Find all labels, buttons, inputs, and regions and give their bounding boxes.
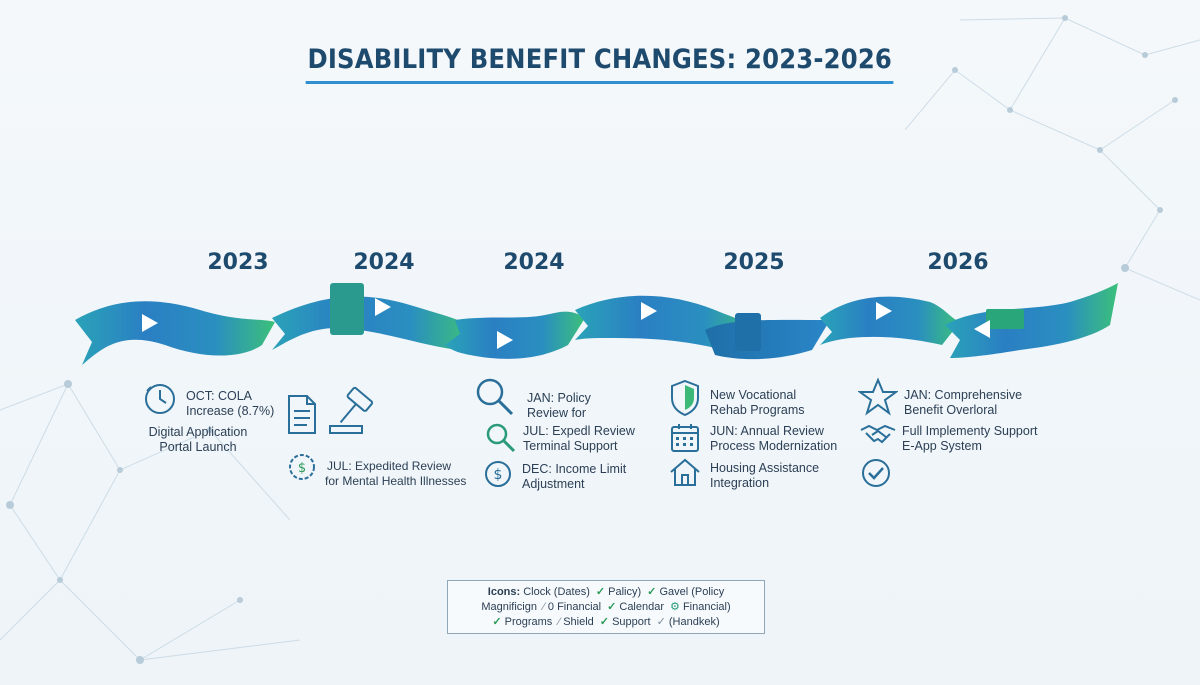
ribbon-segment-1 — [75, 301, 275, 365]
ribbon-segment-6 — [820, 296, 960, 345]
house-icon — [670, 458, 700, 486]
legend-title: Icons: — [487, 586, 521, 598]
magnifier-small-icon — [486, 423, 516, 453]
legend-check-icon: ✓ — [607, 601, 617, 613]
ribbon-fold-2 — [735, 313, 761, 351]
legend-item-financial: 0 Financial — [547, 601, 602, 613]
entry-jul-expedited-line2: for Mental Health Illnesses — [325, 474, 467, 488]
ribbon-fold-3 — [986, 309, 1024, 329]
legend-item-support: Support — [612, 616, 651, 628]
clock-icon — [145, 384, 175, 414]
entry-jan-comprehensive-line1: JAN: Comprehensive — [904, 388, 1023, 402]
legend-item-shield: Shield — [563, 616, 594, 628]
legend-item-financial-2: Financial) — [682, 601, 731, 613]
year-label-2026: 2026 — [927, 250, 989, 275]
year-label-2023: 2023 — [207, 250, 269, 275]
entry-dec-income-line2: Adjustment — [522, 477, 585, 491]
entry-digital-portal-line1: Digital Application — [148, 425, 248, 439]
legend-item-magnifier: Magnificign — [481, 601, 537, 613]
entry-full-implementation: Full Implementy Support E-App System — [902, 424, 1037, 454]
entry-jan-comprehensive: JAN: Comprehensive Benefit Overloral — [904, 388, 1022, 418]
dollar-circle-icon: $ — [485, 461, 511, 487]
entry-housing-line2: Integration — [710, 476, 770, 490]
svg-text:$: $ — [494, 467, 503, 483]
entry-jul-terminal: JUL: Expedl Review Terminal Support — [523, 424, 635, 454]
entry-jun-annual-line1: JUN: Annual Review — [710, 424, 824, 438]
entry-dec-income-line1: DEC: Income Limit — [522, 462, 627, 476]
entry-jul-terminal-line1: JUL: Expedl Review — [523, 424, 635, 438]
entry-full-implementation-line2: E-App System — [902, 439, 982, 453]
legend-item-gavel: Gavel (Policy — [659, 586, 725, 598]
entry-oct-cola-line2: Increase (8.7%) — [186, 404, 275, 418]
entry-jul-expedited: JUL: Expedited Review for Mental Health … — [325, 459, 466, 489]
ribbon-arrow-5 — [876, 302, 892, 320]
handshake-icon — [860, 424, 896, 444]
entry-oct-cola: OCT: COLA Increase (8.7%) — [186, 389, 274, 419]
year-label-2024-a: 2024 — [353, 250, 415, 275]
ribbon-segment-3 — [445, 311, 585, 359]
entry-jul-expedited-line1: JUL: Expedited Review — [327, 459, 452, 473]
legend-item-programs: Programs — [504, 616, 553, 628]
legend-item-handshake: (Handkek) — [668, 616, 720, 628]
legend-check-icon: ✓ — [492, 616, 502, 628]
entry-jan-policy-line2: Review for — [527, 406, 587, 420]
entry-jul-terminal-line2: Terminal Support — [523, 439, 618, 453]
ribbon-arrow-3 — [497, 331, 513, 349]
entry-jan-policy-line1: JAN: Policy — [527, 391, 591, 405]
ribbon-arrow-1 — [142, 314, 158, 332]
legend-check-icon: ✓ — [599, 616, 610, 628]
entry-vocational-line2: Rehab Programs — [710, 403, 805, 417]
svg-text:$: $ — [298, 461, 306, 476]
ribbon-fold-1 — [330, 283, 364, 335]
document-icon — [288, 395, 316, 434]
ribbon-segment-7 — [945, 283, 1118, 358]
icon-legend: Icons: Clock (Dates) ✓ Palicy) ✓ Gavel (… — [447, 580, 765, 634]
year-label-2025: 2025 — [723, 250, 785, 275]
legend-item-policy: Palicy) — [608, 586, 642, 598]
entry-digital-portal-line2: Portal Launch — [159, 440, 237, 454]
entry-digital-portal: Digital Application Portal Launch — [146, 425, 250, 455]
entry-dec-income: DEC: Income Limit Adjustment — [522, 462, 626, 492]
legend-slash-icon: ⁄ — [542, 601, 545, 613]
entry-housing-line1: Housing Assistance — [710, 461, 820, 475]
legend-check-icon: ✓ — [647, 586, 657, 598]
legend-check-icon: ✓ — [595, 586, 606, 598]
legend-row-1: Icons: Clock (Dates) ✓ Palicy) ✓ Gavel (… — [456, 585, 756, 600]
entry-vocational: New Vocational Rehab Programs — [710, 388, 805, 418]
entry-housing: Housing Assistance Integration — [710, 461, 819, 491]
dollar-coin-icon: $ — [289, 454, 315, 480]
entry-vocational-line1: New Vocational — [710, 388, 797, 402]
ribbon-segment-5 — [705, 319, 830, 360]
legend-item-calendar: Calendar — [619, 601, 665, 613]
entry-jun-annual-line2: Process Modernization — [710, 439, 838, 453]
legend-row-3: ✓ Programs ⁄ Shield ✓ Support ✓ (Handkek… — [456, 615, 756, 630]
calendar-icon — [671, 424, 699, 452]
magnifier-icon — [476, 378, 514, 416]
gavel-icon — [329, 386, 374, 434]
legend-row-2: Magnificign ⁄ 0 Financial ✓ Calendar ⚙ F… — [456, 600, 756, 615]
entry-jun-annual: JUN: Annual Review Process Modernization — [710, 424, 837, 454]
shield-icon — [671, 379, 699, 417]
entry-oct-cola-line1: OCT: COLA — [186, 389, 252, 403]
legend-check-light-icon: ✓ — [656, 616, 666, 628]
year-label-2024-b: 2024 — [503, 250, 565, 275]
ribbon-arrow-6 — [974, 320, 990, 338]
page-title: DISABILITY BENEFIT CHANGES: 2023-2026 — [0, 44, 1200, 84]
entry-full-implementation-line1: Full Implementy Support — [902, 424, 1038, 438]
entry-jan-comprehensive-line2: Benefit Overloral — [904, 403, 998, 417]
legend-gear-icon: ⚙ — [670, 601, 680, 613]
ribbon-arrow-2 — [375, 298, 391, 316]
star-icon — [858, 377, 898, 416]
check-circle-icon — [862, 459, 890, 487]
legend-item-clock: Clock (Dates) — [523, 586, 590, 598]
entry-jan-policy: JAN: Policy Review for — [527, 391, 591, 421]
legend-slash-icon: ⁄ — [558, 616, 561, 628]
ribbon-arrow-4 — [641, 302, 657, 320]
ribbon-segment-2 — [272, 296, 470, 350]
